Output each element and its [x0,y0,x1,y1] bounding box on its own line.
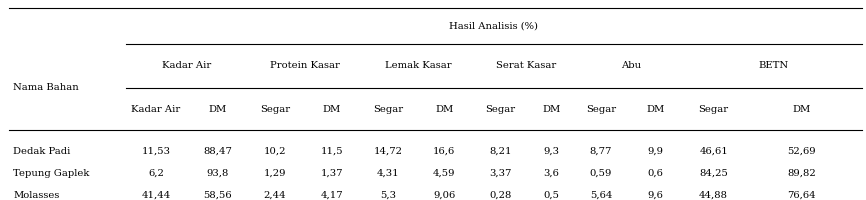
Text: 1,37: 1,37 [320,168,343,178]
Text: 11,53: 11,53 [141,146,171,156]
Text: 10,2: 10,2 [264,146,286,156]
Text: Lemak Kasar: Lemak Kasar [385,62,451,71]
Text: 9,3: 9,3 [544,146,559,156]
Text: 89,82: 89,82 [787,168,816,178]
Text: 0,59: 0,59 [590,168,612,178]
Text: DM: DM [542,106,561,114]
Text: Segar: Segar [260,106,290,114]
Text: 93,8: 93,8 [206,168,229,178]
Text: 8,21: 8,21 [489,146,512,156]
Text: 14,72: 14,72 [373,146,403,156]
Text: 0,6: 0,6 [648,168,663,178]
Text: 41,44: 41,44 [141,190,171,200]
Text: Segar: Segar [699,106,728,114]
Text: 5,64: 5,64 [590,190,612,200]
Text: Segar: Segar [586,106,616,114]
Text: 5,3: 5,3 [380,190,396,200]
Text: 58,56: 58,56 [203,190,232,200]
Text: 3,6: 3,6 [544,168,559,178]
Text: 9,06: 9,06 [433,190,456,200]
Text: Molasses: Molasses [13,190,60,200]
Text: 4,59: 4,59 [433,168,456,178]
Text: 46,61: 46,61 [699,146,728,156]
Text: BETN: BETN [759,62,789,71]
Text: Segar: Segar [486,106,515,114]
Text: 76,64: 76,64 [787,190,816,200]
Text: 4,17: 4,17 [320,190,343,200]
Text: Nama Bahan: Nama Bahan [13,83,79,92]
Text: Tepung Gaplek: Tepung Gaplek [13,168,89,178]
Text: Abu: Abu [621,62,642,71]
Text: Protein Kasar: Protein Kasar [270,62,340,71]
Text: DM: DM [322,106,341,114]
Text: Hasil Analisis (%): Hasil Analisis (%) [449,21,538,30]
Text: 11,5: 11,5 [320,146,343,156]
Text: Kadar Air: Kadar Air [163,62,211,71]
Text: DM: DM [208,106,227,114]
Text: Segar: Segar [373,106,403,114]
Text: 44,88: 44,88 [699,190,728,200]
Text: 88,47: 88,47 [203,146,232,156]
Text: 52,69: 52,69 [787,146,816,156]
Text: DM: DM [792,106,811,114]
Text: 1,29: 1,29 [264,168,286,178]
Text: 9,9: 9,9 [648,146,663,156]
Text: 8,77: 8,77 [590,146,612,156]
Text: 0,28: 0,28 [489,190,512,200]
Text: 3,37: 3,37 [489,168,512,178]
Text: 9,6: 9,6 [648,190,663,200]
Text: 4,31: 4,31 [377,168,399,178]
Text: DM: DM [646,106,665,114]
Text: Serat Kasar: Serat Kasar [495,62,556,71]
Text: 2,44: 2,44 [263,190,287,200]
Text: DM: DM [435,106,454,114]
Text: Dedak Padi: Dedak Padi [13,146,70,156]
Text: 0,5: 0,5 [544,190,559,200]
Text: Kadar Air: Kadar Air [132,106,180,114]
Text: 16,6: 16,6 [433,146,456,156]
Text: 6,2: 6,2 [148,168,164,178]
Text: 84,25: 84,25 [699,168,728,178]
